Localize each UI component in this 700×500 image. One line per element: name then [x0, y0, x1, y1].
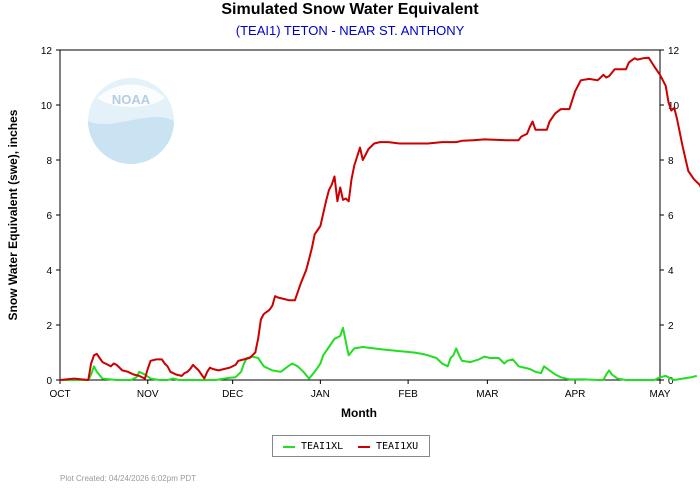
- y-tick-label-right: 12: [668, 46, 680, 57]
- plot-created-footer: Plot Created: 04/24/2026 6:02pm PDT: [60, 474, 197, 483]
- x-axis-label: Month: [341, 406, 377, 420]
- y-tick-label-right: 8: [668, 156, 674, 167]
- chart-title: Simulated Snow Water Equivalent: [221, 1, 479, 18]
- y-tick-label-left: 2: [46, 321, 52, 332]
- y-tick-label-left: 6: [46, 211, 52, 222]
- legend-swatch-xl: [283, 445, 295, 448]
- y-tick-label-right: 2: [668, 321, 674, 332]
- x-tick-label: NOV: [137, 389, 159, 400]
- y-tick-label-right: 0: [668, 376, 674, 387]
- legend: TEAI1XL TEAI1XU: [272, 435, 430, 457]
- noaa-logo: NOAA: [88, 78, 174, 164]
- y-tick-label-right: 4: [668, 266, 674, 277]
- y-tick-label-left: 4: [46, 266, 52, 277]
- y-tick-label-right: 10: [668, 101, 680, 112]
- legend-item-xl: TEAI1XL: [283, 441, 343, 452]
- x-tick-label: FEB: [398, 389, 418, 400]
- y-tick-label-left: 0: [46, 376, 52, 387]
- legend-swatch-xu: [358, 445, 370, 448]
- y-tick-label-right: 6: [668, 211, 674, 222]
- y-tick-label-left: 10: [41, 101, 53, 112]
- x-tick-label: DEC: [222, 389, 243, 400]
- chart-subtitle: (TEAI1) TETON - NEAR ST. ANTHONY: [235, 23, 465, 38]
- y-axis-label: Snow Water Equivalent (swe), inches: [6, 109, 20, 320]
- y-axis-right: 0 2 4 6 8 10 12: [660, 46, 680, 387]
- series-line-teai1xl: [60, 326, 698, 381]
- x-tick-label: MAR: [476, 389, 498, 400]
- x-tick-label: JAN: [311, 389, 330, 400]
- x-tick-label: APR: [565, 389, 586, 400]
- legend-item-xu: TEAI1XU: [358, 441, 418, 452]
- y-axis-left: 0 2 4 6 8 10 12: [41, 46, 60, 387]
- x-axis: OCT NOV DEC JAN FEB MAR APR MAY: [49, 380, 671, 400]
- legend-label-xu: TEAI1XU: [376, 441, 419, 452]
- x-tick-label: OCT: [49, 389, 70, 400]
- x-tick-label: MAY: [650, 389, 671, 400]
- noaa-logo-text: NOAA: [112, 92, 151, 107]
- y-tick-label-left: 12: [41, 46, 53, 57]
- legend-label-xl: TEAI1XL: [301, 441, 344, 452]
- y-tick-label-left: 8: [46, 156, 52, 167]
